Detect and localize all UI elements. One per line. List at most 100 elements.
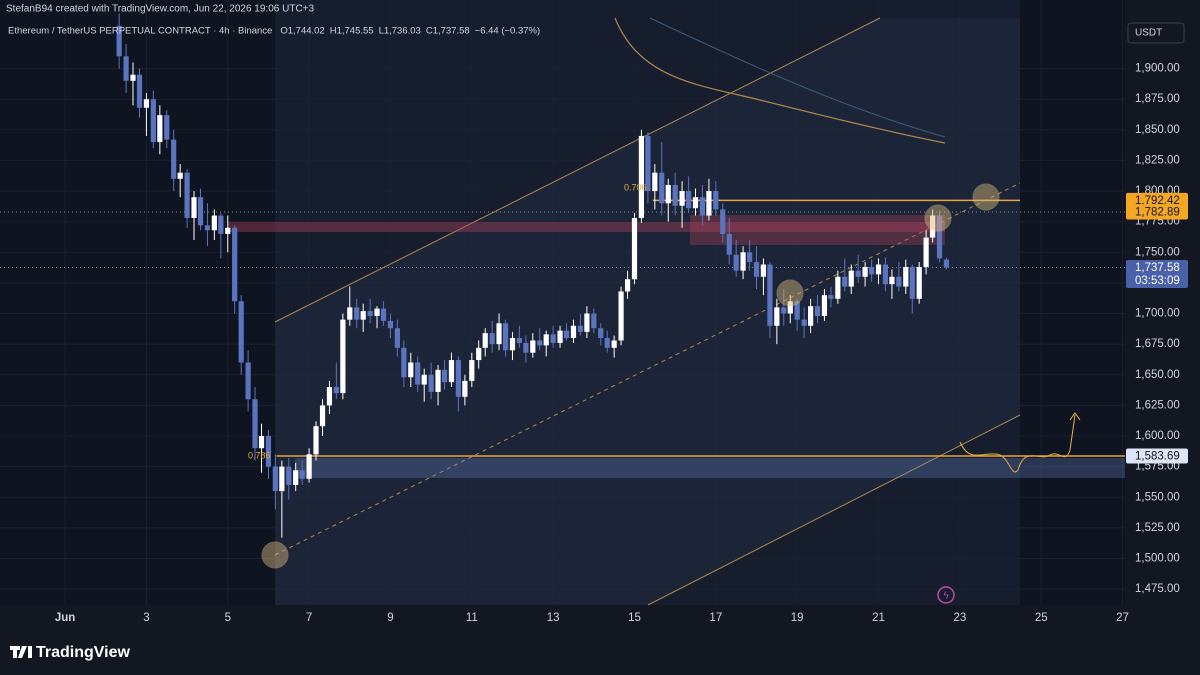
candle-body bbox=[333, 387, 339, 394]
fib-label: 0.706 bbox=[624, 182, 647, 192]
candle-body bbox=[604, 338, 610, 348]
y-tick-label: 1,675.00 bbox=[1135, 338, 1180, 350]
candle-body bbox=[584, 313, 590, 332]
candle-body bbox=[516, 338, 522, 343]
moving-average bbox=[614, 17, 946, 144]
channel-mid bbox=[274, 182, 1021, 556]
candle-body bbox=[774, 307, 780, 326]
candle-body bbox=[936, 215, 943, 259]
ohlc-value: −6.44 (−0.37%) bbox=[475, 26, 541, 37]
candle-body bbox=[326, 387, 333, 406]
candle-body bbox=[354, 307, 360, 320]
candle-body bbox=[598, 328, 604, 339]
candle-body bbox=[130, 74, 136, 81]
price-badge bbox=[1126, 259, 1188, 288]
candle-body bbox=[848, 270, 854, 287]
candle-body bbox=[306, 454, 312, 479]
candle-body bbox=[923, 237, 929, 267]
candle-body bbox=[794, 301, 800, 320]
y-tick-label: 1,700.00 bbox=[1135, 308, 1180, 320]
candle-body bbox=[157, 115, 163, 143]
y-tick-label: 1,850.00 bbox=[1135, 124, 1180, 136]
candle-body bbox=[692, 197, 699, 209]
candle-body bbox=[828, 295, 834, 299]
x-tick-label: 21 bbox=[872, 612, 885, 624]
candle-body bbox=[252, 399, 258, 449]
y-tick-label: 1,650.00 bbox=[1135, 369, 1180, 381]
price-axis bbox=[1125, 0, 1200, 605]
candle-body bbox=[489, 333, 495, 345]
fib-label: 0.786 bbox=[248, 450, 271, 460]
candle-body bbox=[781, 307, 787, 314]
candle-body bbox=[462, 380, 468, 397]
candle-body bbox=[530, 340, 536, 353]
candle-body bbox=[645, 135, 651, 192]
candle-body bbox=[563, 330, 570, 339]
candle-body bbox=[286, 466, 292, 485]
candle-body bbox=[821, 295, 828, 316]
x-tick-label: 7 bbox=[306, 612, 312, 624]
candle-body bbox=[455, 360, 461, 397]
candle-body bbox=[862, 266, 868, 277]
candle-body bbox=[496, 323, 502, 345]
candle-body bbox=[197, 197, 204, 226]
y-tick-label: 1,750.00 bbox=[1135, 246, 1180, 258]
y-tick-label: 1,625.00 bbox=[1135, 399, 1180, 411]
candle-body bbox=[360, 311, 366, 320]
candle-body bbox=[428, 374, 434, 392]
countdown: 03:53:09 bbox=[1135, 275, 1180, 287]
candle-body bbox=[808, 306, 814, 326]
pivot-marker bbox=[972, 183, 1000, 211]
candle-body bbox=[842, 276, 848, 287]
candle-body bbox=[225, 227, 231, 234]
candle-body bbox=[869, 266, 875, 275]
candle-body bbox=[394, 328, 400, 348]
supply-zone bbox=[228, 222, 945, 232]
candle-body bbox=[204, 225, 211, 231]
candle-body bbox=[265, 435, 272, 467]
candle-body bbox=[733, 254, 739, 271]
candle-body bbox=[875, 264, 882, 275]
candle-body bbox=[570, 325, 577, 339]
moving-average bbox=[649, 17, 946, 138]
currency-button[interactable] bbox=[1127, 22, 1185, 44]
currency-label: USDT bbox=[1135, 28, 1162, 39]
candle-body bbox=[740, 252, 746, 271]
candle-body bbox=[313, 426, 319, 455]
ohlc-value: C1,737.58 bbox=[426, 26, 470, 37]
candle-body bbox=[672, 184, 678, 206]
candle-body bbox=[720, 209, 726, 234]
candle-body bbox=[299, 470, 305, 479]
candle-body bbox=[258, 435, 265, 449]
candle-body bbox=[814, 306, 821, 316]
candle-body bbox=[116, 25, 122, 57]
candle-body bbox=[624, 279, 631, 292]
pivot-marker bbox=[261, 541, 289, 569]
x-tick-label: 19 bbox=[791, 612, 804, 624]
x-tick-label: 9 bbox=[387, 612, 393, 624]
candle-body bbox=[855, 270, 861, 277]
ohlc-value: L1,736.03 bbox=[379, 26, 421, 37]
candle-body bbox=[638, 135, 645, 218]
pivot-marker bbox=[924, 204, 952, 232]
candle-body bbox=[184, 172, 190, 218]
candle-body bbox=[679, 191, 685, 206]
candle-body bbox=[903, 266, 909, 287]
candle-body bbox=[699, 197, 706, 216]
y-tick-label: 1,475.00 bbox=[1135, 583, 1180, 595]
x-tick-label: 15 bbox=[628, 612, 641, 624]
alert-icon[interactable] bbox=[937, 586, 955, 604]
candle-body bbox=[801, 319, 807, 326]
y-tick-label: 1,600.00 bbox=[1135, 430, 1180, 442]
candle-body bbox=[143, 99, 150, 108]
candle-body bbox=[123, 56, 129, 81]
ohlc-value: H1,745.55 bbox=[330, 26, 374, 37]
candle-body bbox=[502, 323, 509, 351]
author-line: StefanB94 created with TradingView.com, … bbox=[6, 4, 315, 15]
candle-body bbox=[279, 466, 285, 492]
price-badge bbox=[1126, 448, 1188, 464]
candle-body bbox=[340, 319, 346, 394]
candle-body bbox=[611, 340, 617, 348]
